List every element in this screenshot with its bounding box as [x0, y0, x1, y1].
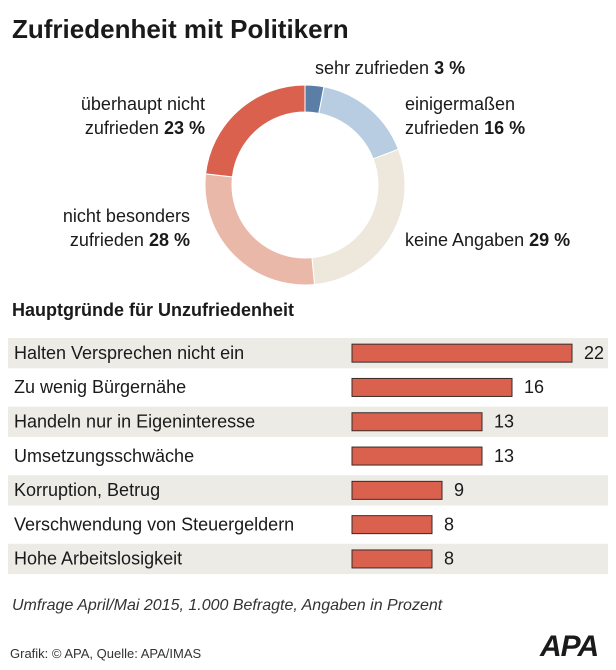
bar [351, 412, 483, 432]
bar [351, 515, 433, 535]
slice-name: überhaupt nicht zufrieden [80, 94, 205, 138]
slice-label: überhaupt nicht zufrieden 23 % [40, 92, 205, 140]
value-label: 22 [584, 343, 604, 363]
source: Grafik: © APA, Quelle: APA/IMAS [10, 646, 202, 661]
slice-label: nicht besonders zufrieden 28 % [20, 204, 190, 252]
value-label: 9 [454, 480, 464, 500]
category-label: Zu wenig Bürgernähe [14, 377, 186, 397]
row-band [8, 406, 608, 437]
row-band [8, 543, 608, 575]
slice-value: 29 % [529, 230, 571, 250]
bar-title: Hauptgründe für Unzufriedenheit [12, 300, 294, 320]
slice-value: 3 % [434, 58, 466, 78]
slice-value: 28 % [148, 230, 190, 250]
category-label: Umsetzungsschwäche [14, 446, 194, 466]
slice-value: 23 % [163, 118, 205, 138]
slice-name: einigermaßen zufrieden [405, 94, 516, 138]
row-band [8, 475, 608, 506]
slice-name: sehr zufrieden [315, 58, 430, 78]
slice-name: keine Angaben [405, 230, 525, 250]
donut-slice [311, 148, 406, 286]
category-label: Verschwendung von Steuergeldern [14, 514, 294, 534]
category-label: Hohe Arbeitslosigkeit [14, 549, 182, 569]
value-label: 8 [444, 549, 454, 569]
bar [351, 446, 483, 466]
donut-slice [318, 86, 400, 160]
slice-label: keine Angaben 29 % [405, 228, 615, 252]
donut-slice [205, 84, 306, 178]
category-label: Handeln nur in Eigeninteresse [14, 412, 255, 432]
bar [351, 480, 443, 500]
bar [351, 343, 573, 363]
slice-value: 16 % [484, 118, 526, 138]
slice-name: nicht besonders zufrieden [62, 206, 190, 250]
slice-label: einigermaßen zufrieden 16 % [405, 92, 555, 140]
value-label: 13 [494, 446, 514, 466]
note: Umfrage April/Mai 2015, 1.000 Befragte, … [12, 597, 443, 614]
value-label: 8 [444, 514, 454, 534]
value-label: 16 [524, 377, 544, 397]
slice-label: sehr zufrieden 3 % [315, 56, 515, 80]
logo: APA [540, 630, 599, 663]
category-label: Halten Versprechen nicht ein [14, 343, 244, 363]
donut-slice [204, 173, 316, 286]
bar [351, 549, 433, 569]
title: Zufriedenheit mit Politikern [12, 14, 349, 44]
category-label: Korruption, Betrug [14, 480, 160, 500]
bar [351, 377, 513, 397]
value-label: 13 [494, 412, 514, 432]
